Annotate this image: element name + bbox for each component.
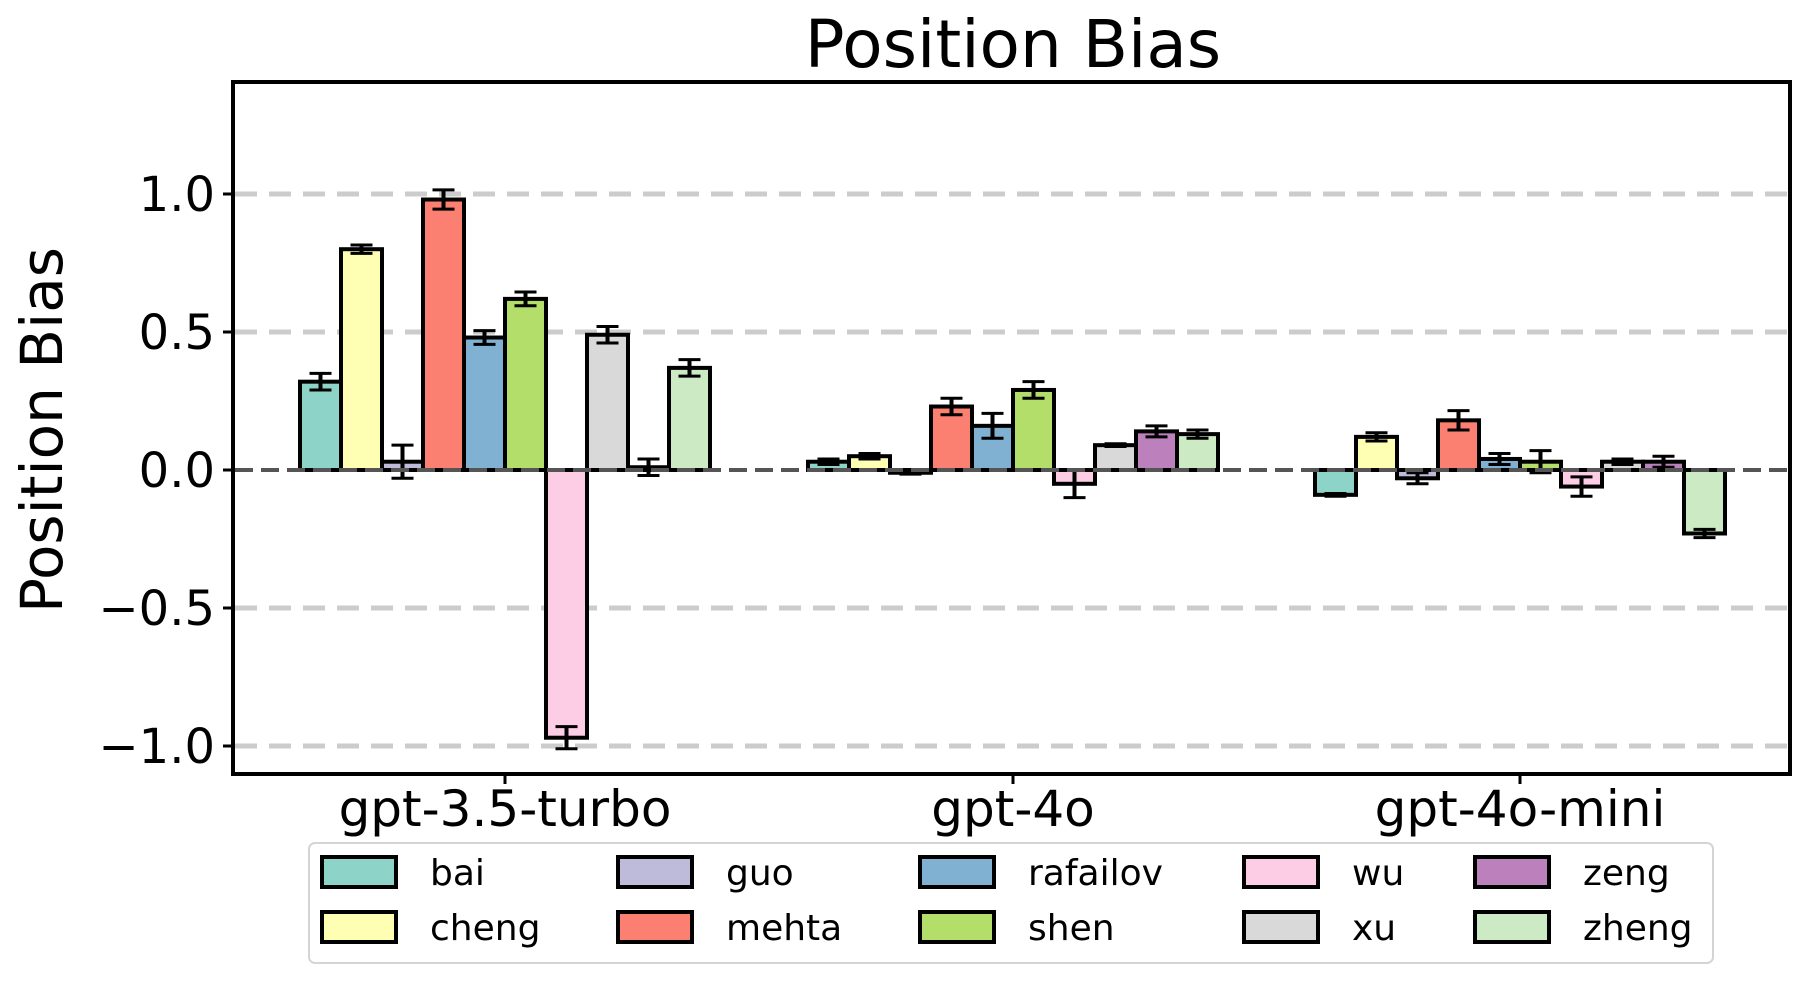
- legend-label-cheng: cheng: [430, 908, 540, 949]
- bar-bai: [1313, 468, 1358, 497]
- legend-label-guo: guo: [726, 853, 794, 894]
- bar-xu: [1093, 443, 1138, 473]
- legend-swatch-zheng: [1473, 910, 1551, 944]
- y-tick-label: −0.5: [98, 581, 215, 637]
- legend-label-rafailov: rafailov: [1028, 853, 1163, 894]
- bar-cheng: [339, 247, 384, 472]
- bar-shen: [503, 296, 548, 472]
- legend-swatch-zeng: [1473, 855, 1551, 889]
- chart-title: Position Bias: [805, 6, 1221, 83]
- bar-zheng: [1682, 468, 1727, 536]
- legend-swatch-rafailov: [918, 855, 996, 889]
- x-tick-label: gpt-3.5-turbo: [339, 780, 672, 838]
- bar-mehta: [421, 197, 466, 473]
- bar-xu: [585, 332, 630, 473]
- bar-bai: [298, 379, 343, 472]
- y-tick-label: 0.0: [139, 443, 215, 499]
- y-axis-label: Position Bias: [8, 247, 76, 613]
- x-tick-label: gpt-4o: [931, 780, 1095, 838]
- legend-swatch-mehta: [616, 910, 694, 944]
- bar-zheng: [1175, 432, 1220, 472]
- legend-swatch-shen: [918, 910, 996, 944]
- bar-zheng: [667, 365, 712, 473]
- x-tick-label: gpt-4o-mini: [1375, 780, 1666, 838]
- y-tick-label: 1.0: [139, 167, 215, 223]
- bar-rafailov: [462, 335, 507, 472]
- legend-swatch-xu: [1242, 910, 1320, 944]
- legend-label-xu: xu: [1352, 908, 1396, 949]
- error-bars: [309, 188, 1716, 751]
- legend-label-bai: bai: [430, 853, 485, 894]
- legend-swatch-wu: [1242, 855, 1320, 889]
- legend-label-shen: shen: [1028, 908, 1115, 949]
- y-axis-ticks: −1.0 −0.5 0.0 0.5 1.0: [98, 167, 233, 775]
- bar-shen: [1011, 387, 1056, 472]
- y-tick-label: 0.5: [139, 305, 215, 361]
- x-axis-ticks: gpt-3.5-turbo gpt-4o gpt-4o-mini: [339, 774, 1666, 838]
- legend-label-wu: wu: [1352, 853, 1404, 894]
- legend-swatch-cheng: [320, 910, 398, 944]
- legend-label-zeng: zeng: [1583, 853, 1670, 894]
- y-tick-label: −1.0: [98, 719, 215, 775]
- legend-label-mehta: mehta: [726, 908, 842, 949]
- legend: bai cheng guo mehta rafailov shen wu xu zeng zhen…: [308, 842, 1714, 964]
- bar-wu: [544, 468, 589, 740]
- legend-swatch-guo: [616, 855, 694, 889]
- bars: [298, 197, 1727, 740]
- legend-swatch-bai: [320, 855, 398, 889]
- legend-label-zheng: zheng: [1583, 908, 1693, 949]
